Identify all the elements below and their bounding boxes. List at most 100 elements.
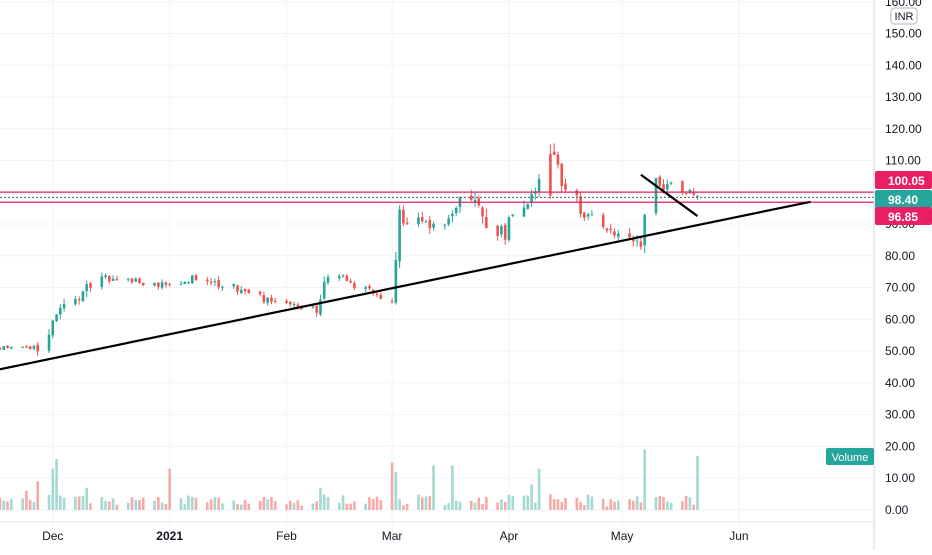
candle xyxy=(160,282,164,288)
time-tick-label: 2021 xyxy=(156,529,183,543)
volume-bar xyxy=(296,500,300,510)
candle xyxy=(575,190,579,196)
candle xyxy=(507,217,511,241)
volume-bar xyxy=(168,468,171,510)
volume-bar xyxy=(556,499,560,510)
candle xyxy=(481,207,484,217)
candle xyxy=(85,284,89,291)
volume-bar xyxy=(688,497,692,510)
candle xyxy=(300,308,303,310)
candle xyxy=(322,281,326,299)
volume-bar xyxy=(104,500,107,510)
candle xyxy=(258,291,262,294)
volume-bar xyxy=(217,497,220,510)
candle xyxy=(345,275,349,282)
volume-bar xyxy=(221,503,224,510)
volume-bar xyxy=(454,500,458,510)
time-tick-label: Jun xyxy=(729,529,748,543)
volume-bar xyxy=(10,498,13,510)
price-tick-label: 80.00 xyxy=(885,249,915,263)
volume-bar xyxy=(126,502,130,510)
volume-bar xyxy=(601,498,605,510)
candle xyxy=(549,154,552,196)
candle xyxy=(428,219,432,229)
volume-legend-label: Volume xyxy=(832,452,869,464)
price-tick-label: 160.00 xyxy=(885,0,922,9)
price-tick-label: 10.00 xyxy=(885,471,915,485)
volume-bar xyxy=(522,495,526,510)
volume-bar xyxy=(187,495,190,510)
candle xyxy=(190,275,194,284)
candle xyxy=(28,346,32,349)
candle xyxy=(639,241,643,247)
volume-bar xyxy=(285,504,288,510)
candle xyxy=(134,278,138,282)
volume-bar xyxy=(2,500,6,510)
candle xyxy=(665,184,669,190)
trendline xyxy=(640,173,699,217)
volume-bar xyxy=(371,498,375,510)
candle xyxy=(243,288,247,292)
price-label-box xyxy=(875,190,932,208)
price-label-box xyxy=(875,207,932,225)
volume-bar xyxy=(81,496,85,510)
price-tick-label: 0.00 xyxy=(885,503,909,517)
volume-bar xyxy=(108,501,111,510)
candle xyxy=(500,226,503,235)
volume-bar xyxy=(311,503,315,510)
volume-bar xyxy=(194,497,198,510)
volume-bar xyxy=(236,504,239,510)
candle xyxy=(609,228,613,231)
candle xyxy=(36,344,39,352)
candle xyxy=(526,203,530,209)
candle xyxy=(157,282,160,287)
candle xyxy=(59,307,62,315)
volume-bar xyxy=(273,501,277,510)
volume-bar xyxy=(266,499,269,510)
price-label: 96.85 xyxy=(888,210,918,224)
volume-bar xyxy=(485,496,488,510)
candle xyxy=(285,300,288,303)
candle xyxy=(616,233,620,237)
time-tick-label: Feb xyxy=(276,529,297,543)
candle xyxy=(296,304,300,309)
volume-bar xyxy=(115,504,119,510)
candle xyxy=(164,282,168,285)
candle xyxy=(111,278,115,281)
candle xyxy=(432,224,435,228)
volume-bar xyxy=(0,497,2,510)
volume-bar xyxy=(530,484,533,510)
volume-bar xyxy=(586,494,590,510)
volume-bar xyxy=(420,497,424,510)
volume-bar xyxy=(405,503,409,510)
price-tick-label: 120.00 xyxy=(885,122,922,136)
candle xyxy=(130,278,134,283)
price-tick-label: 60.00 xyxy=(885,312,915,326)
volume-bar xyxy=(507,494,511,510)
candle xyxy=(273,300,277,302)
candle xyxy=(341,275,345,277)
candle xyxy=(47,334,51,351)
volume-bar xyxy=(364,503,367,510)
volume-bar xyxy=(643,449,646,510)
volume-bar xyxy=(477,497,481,510)
candle xyxy=(537,179,541,193)
price-tick-label: 70.00 xyxy=(885,281,915,295)
volume-bar xyxy=(503,501,507,510)
currency-badge xyxy=(890,7,918,25)
candle xyxy=(696,195,699,197)
candle xyxy=(503,224,507,240)
volume-bar xyxy=(74,496,77,510)
volume-bar xyxy=(613,501,616,510)
candle xyxy=(62,304,66,309)
volume-bar xyxy=(160,502,164,510)
candle xyxy=(447,218,450,225)
candle xyxy=(496,225,499,236)
candle xyxy=(319,299,322,315)
volume-bar xyxy=(258,500,262,510)
volume-bar xyxy=(549,494,552,510)
drawings xyxy=(0,173,874,371)
candle xyxy=(126,278,130,280)
